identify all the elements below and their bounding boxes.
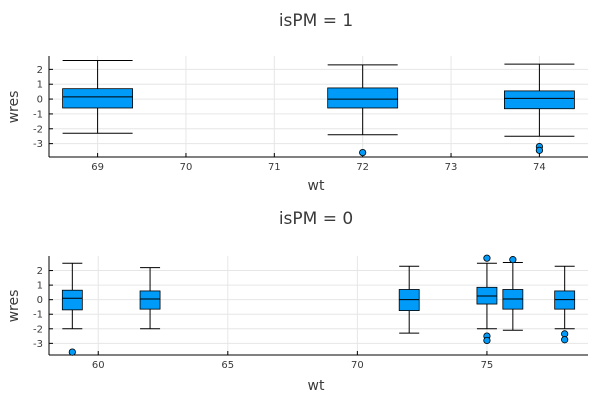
box-group — [61, 262, 83, 356]
x-tick-label: 70 — [180, 162, 193, 173]
y-tick-label: 0 — [37, 95, 43, 106]
y-tick-label: -2 — [33, 324, 43, 335]
box-group — [398, 265, 420, 334]
x-tick-label: 75 — [481, 360, 494, 371]
panel-ispm-1: isPM = 1 wt wres 69 70 71 72 73 74 -3 -2 -1 0 1 2 — [6, 11, 588, 194]
box-iqr — [139, 290, 161, 310]
outlier-point — [509, 256, 517, 264]
box-group — [502, 256, 524, 331]
box-iqr — [61, 289, 83, 311]
outlier-point — [483, 254, 491, 262]
x-tick-label: 60 — [92, 360, 105, 371]
y-tick-label: 1 — [37, 80, 43, 91]
outlier-point — [483, 336, 491, 345]
y-tick-label: -3 — [33, 339, 43, 350]
y-tick-label: 2 — [37, 266, 43, 277]
panel-1-title: isPM = 1 — [279, 11, 353, 31]
box-group — [504, 63, 575, 154]
box-group — [327, 64, 399, 157]
y-tick-label: 0 — [37, 295, 43, 306]
panel-0-plot-area: 60 65 70 75 -3 -2 -1 0 1 2 — [33, 254, 588, 371]
box-group — [476, 254, 498, 345]
x-tick-label: 65 — [221, 360, 234, 371]
box-iqr — [327, 87, 399, 109]
x-tick-label: 71 — [268, 162, 281, 173]
panel-1-x-axis-label: wt — [308, 178, 325, 194]
y-tick-label: -1 — [33, 310, 43, 321]
y-tick-label: -1 — [33, 109, 43, 120]
box-group — [554, 265, 576, 344]
x-tick-label: 70 — [351, 360, 364, 371]
outlier-point — [561, 336, 569, 344]
box-iqr — [504, 90, 575, 110]
x-tick-label: 73 — [445, 162, 458, 173]
outlier-point — [68, 348, 76, 356]
x-tick-label: 69 — [91, 162, 104, 173]
box-group — [62, 59, 133, 134]
y-tick-label: 2 — [37, 65, 43, 76]
box-iqr — [62, 88, 133, 109]
panel-ispm-0: isPM = 0 wt wres 60 65 70 75 -3 -2 -1 0 1 2 — [6, 209, 588, 394]
panel-1-plot-area: 69 70 71 72 73 74 -3 -2 -1 0 1 2 — [33, 56, 588, 173]
box-group — [139, 267, 161, 330]
outlier-point — [359, 148, 367, 157]
outlier-point — [535, 146, 544, 154]
panel-0-title: isPM = 0 — [279, 209, 353, 229]
x-tick-label: 72 — [356, 162, 369, 173]
panel-0-x-axis-label: wt — [308, 378, 325, 394]
panel-1-y-axis-label: wres — [6, 91, 22, 124]
y-tick-label: -2 — [33, 124, 43, 135]
y-tick-label: 1 — [37, 281, 43, 292]
y-tick-label: -3 — [33, 139, 43, 150]
x-tick-label: 74 — [533, 162, 546, 173]
panel-0-y-axis-label: wres — [6, 290, 22, 323]
